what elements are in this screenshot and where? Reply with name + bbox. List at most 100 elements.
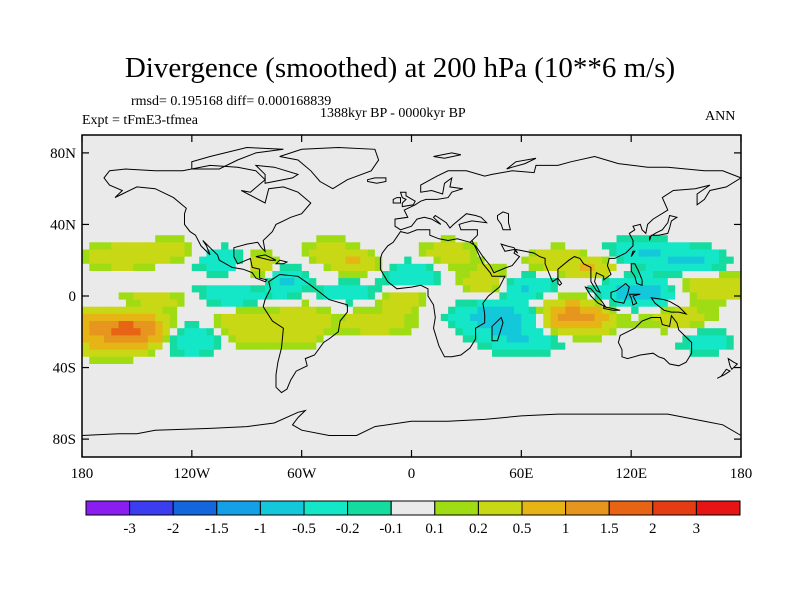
field-cell <box>125 135 134 143</box>
field-cell <box>733 199 742 207</box>
field-cell <box>565 371 573 379</box>
field-cell <box>550 163 559 172</box>
field-cell <box>653 278 661 286</box>
field-cell <box>499 206 508 215</box>
field-cell <box>711 228 720 236</box>
field-cell <box>499 135 508 143</box>
field-cell <box>374 371 383 379</box>
field-cell <box>411 342 420 351</box>
field-cell <box>221 213 229 222</box>
field-cell <box>213 206 222 215</box>
field-cell <box>221 256 229 265</box>
field-cell <box>228 406 237 415</box>
field-cell <box>565 399 573 408</box>
field-cell <box>162 435 171 444</box>
field-cell <box>279 435 288 444</box>
field-cell <box>323 364 332 372</box>
field-cell <box>653 170 661 179</box>
field-cell <box>550 364 559 372</box>
field-cell <box>367 263 376 272</box>
field-cell <box>711 399 720 408</box>
field-cell <box>462 421 471 429</box>
field-cell <box>572 399 581 408</box>
field-cell <box>352 285 361 293</box>
field-cell <box>492 292 500 300</box>
field-cell <box>653 206 661 215</box>
field-cell <box>82 428 90 436</box>
field-cell <box>579 449 588 458</box>
field-cell <box>609 428 617 436</box>
field-cell <box>155 163 163 172</box>
field-cell <box>104 213 112 222</box>
field-cell <box>287 249 295 258</box>
field-cell <box>623 385 632 393</box>
field-cell <box>660 399 669 408</box>
field-cell <box>682 378 691 386</box>
field-cell <box>521 256 529 265</box>
field-cell <box>367 163 376 172</box>
field-cell <box>557 256 566 265</box>
field-cell <box>448 442 456 451</box>
field-cell <box>396 435 405 444</box>
field-cell <box>572 406 581 415</box>
field-cell <box>579 192 588 200</box>
field-cell <box>338 406 346 415</box>
field-cell <box>609 421 617 429</box>
field-cell <box>616 421 625 429</box>
field-cell <box>169 256 178 265</box>
colorbar-label: 1 <box>562 521 570 537</box>
field-cell <box>111 263 119 272</box>
field-cell <box>536 364 544 372</box>
field-cell <box>104 321 112 329</box>
field-cell <box>389 213 398 222</box>
field-cell <box>601 170 610 179</box>
field-cell <box>704 235 713 243</box>
field-cell <box>587 156 595 165</box>
field-cell <box>631 299 639 308</box>
field-cell <box>411 435 420 444</box>
field-cell <box>579 306 588 315</box>
field-cell <box>521 428 529 436</box>
field-cell <box>133 306 141 315</box>
field-cell <box>169 299 178 308</box>
field-cell <box>616 278 625 286</box>
field-cell <box>111 135 119 143</box>
field-cell <box>89 321 97 329</box>
field-cell <box>111 385 119 393</box>
field-cell <box>287 271 295 279</box>
field-cell <box>719 328 727 336</box>
field-cell <box>682 271 691 279</box>
field-cell <box>104 292 112 300</box>
field-cell <box>323 163 332 172</box>
field-cell <box>689 135 698 143</box>
field-cell <box>653 135 661 143</box>
field-cell <box>557 371 566 379</box>
field-cell <box>125 335 134 343</box>
field-cell <box>389 249 398 258</box>
field-cell <box>660 263 669 272</box>
field-cell <box>250 356 259 365</box>
field-cell <box>360 185 368 193</box>
field-cell <box>382 349 390 358</box>
field-cell <box>440 349 449 358</box>
field-cell <box>579 135 588 143</box>
field-cell <box>235 385 244 393</box>
field-cell <box>404 406 412 415</box>
field-cell <box>418 378 427 386</box>
field-cell <box>587 435 595 444</box>
field-cell <box>455 213 464 222</box>
field-cell <box>360 256 368 265</box>
field-cell <box>484 442 493 451</box>
field-cell <box>506 142 515 150</box>
field-cell <box>667 299 676 308</box>
field-cell <box>601 163 610 172</box>
field-cell <box>631 228 639 236</box>
field-cell <box>367 228 376 236</box>
field-cell <box>104 449 112 458</box>
field-cell <box>265 328 273 336</box>
field-cell <box>96 385 105 393</box>
field-cell <box>667 399 676 408</box>
field-cell <box>528 228 537 236</box>
field-cell <box>382 142 390 150</box>
field-cell <box>587 342 595 351</box>
